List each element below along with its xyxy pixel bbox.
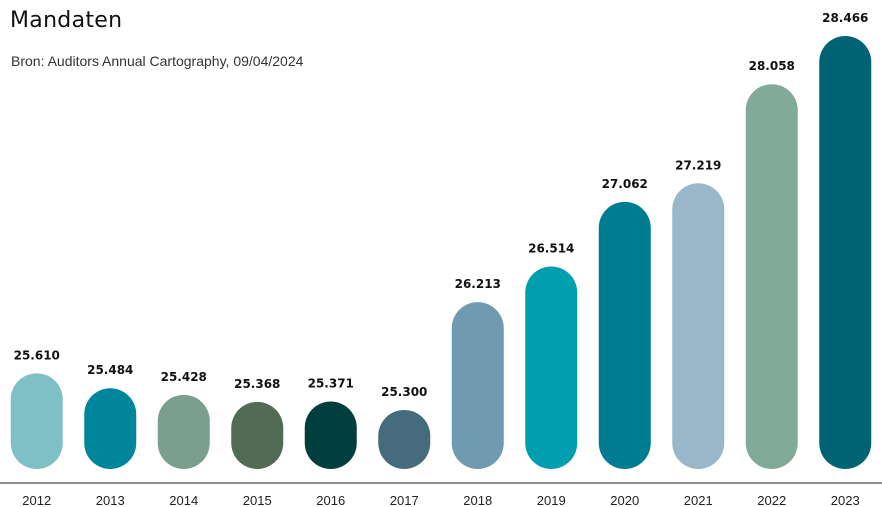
x-tick-2016: 2016	[316, 493, 345, 507]
value-label-2012: 25.610	[14, 348, 60, 362]
x-tick-2013: 2013	[96, 493, 125, 507]
value-label-2021: 27.219	[675, 158, 721, 172]
bar-2017	[378, 410, 430, 469]
bar-2023	[819, 36, 871, 469]
x-tick-2020: 2020	[610, 493, 639, 507]
value-label-2017: 25.300	[381, 385, 427, 399]
x-ticks-group: 2012 2013 2014 2015 2016 2017 2018 2019 2020 2021…	[22, 493, 859, 507]
value-label-2020: 27.062	[602, 177, 648, 191]
value-label-2023: 28.466	[822, 11, 868, 25]
bar-2021	[672, 183, 724, 469]
value-label-2014: 25.428	[161, 370, 207, 384]
x-tick-2019: 2019	[537, 493, 566, 507]
bar-2013	[84, 388, 136, 469]
bar-2016	[305, 402, 357, 469]
x-tick-2014: 2014	[169, 493, 198, 507]
value-label-2015: 25.368	[234, 377, 280, 391]
bar-2014	[158, 395, 210, 469]
bar-2019	[525, 267, 577, 469]
value-labels-group: 25.610 25.484 25.428 25.368 25.371 25.300 26.2…	[14, 11, 869, 399]
bar-2022	[746, 84, 798, 469]
x-tick-2023: 2023	[831, 493, 860, 507]
value-label-2019: 26.514	[528, 242, 574, 256]
value-label-2013: 25.484	[87, 363, 133, 377]
x-tick-2012: 2012	[22, 493, 51, 507]
bar-2012	[11, 373, 63, 469]
x-tick-2018: 2018	[463, 493, 492, 507]
x-tick-2021: 2021	[684, 493, 713, 507]
x-tick-2022: 2022	[757, 493, 786, 507]
bar-2018	[452, 302, 504, 469]
value-label-2016: 25.371	[308, 377, 354, 391]
bar-2015	[231, 402, 283, 469]
x-tick-2015: 2015	[243, 493, 272, 507]
bar-2020	[599, 202, 651, 469]
x-tick-2017: 2017	[390, 493, 419, 507]
value-label-2018: 26.213	[455, 277, 501, 291]
value-label-2022: 28.058	[749, 59, 795, 73]
bars-group	[11, 36, 872, 469]
